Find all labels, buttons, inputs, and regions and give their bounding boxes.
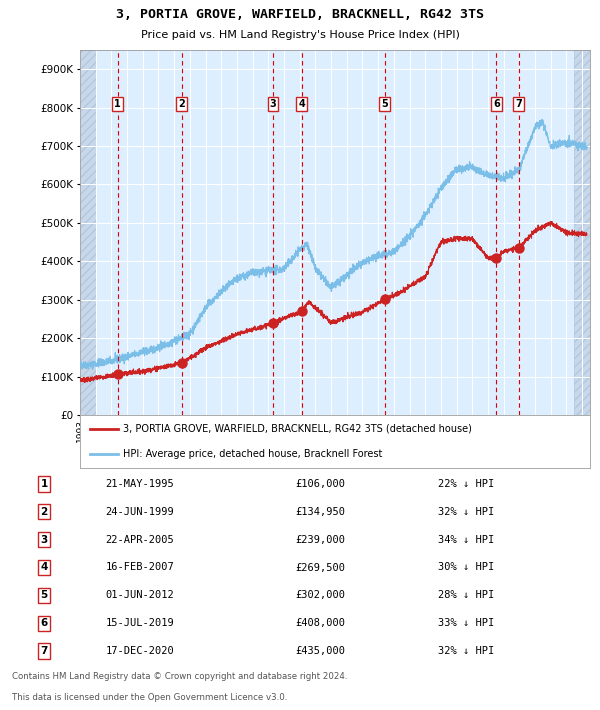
Text: 17-DEC-2020: 17-DEC-2020 — [106, 646, 175, 656]
Text: 33% ↓ HPI: 33% ↓ HPI — [438, 618, 494, 628]
Text: 32% ↓ HPI: 32% ↓ HPI — [438, 507, 494, 517]
Text: 1: 1 — [114, 99, 121, 109]
Text: £435,000: £435,000 — [295, 646, 346, 656]
Text: 3: 3 — [270, 99, 277, 109]
Text: 3, PORTIA GROVE, WARFIELD, BRACKNELL, RG42 3TS: 3, PORTIA GROVE, WARFIELD, BRACKNELL, RG… — [116, 8, 484, 21]
Text: 01-JUN-2012: 01-JUN-2012 — [106, 590, 175, 601]
Text: 24-JUN-1999: 24-JUN-1999 — [106, 507, 175, 517]
Text: 4: 4 — [40, 562, 47, 572]
Text: 5: 5 — [382, 99, 388, 109]
Text: 30% ↓ HPI: 30% ↓ HPI — [438, 562, 494, 572]
Text: 16-FEB-2007: 16-FEB-2007 — [106, 562, 175, 572]
Text: 1: 1 — [40, 479, 47, 489]
Text: £134,950: £134,950 — [295, 507, 346, 517]
Text: 22% ↓ HPI: 22% ↓ HPI — [438, 479, 494, 489]
Text: 4: 4 — [298, 99, 305, 109]
Text: 34% ↓ HPI: 34% ↓ HPI — [438, 535, 494, 545]
Text: 5: 5 — [40, 590, 47, 601]
Text: 32% ↓ HPI: 32% ↓ HPI — [438, 646, 494, 656]
Text: £239,000: £239,000 — [295, 535, 346, 545]
Text: This data is licensed under the Open Government Licence v3.0.: This data is licensed under the Open Gov… — [12, 693, 287, 701]
Text: HPI: Average price, detached house, Bracknell Forest: HPI: Average price, detached house, Brac… — [124, 449, 383, 459]
Text: Contains HM Land Registry data © Crown copyright and database right 2024.: Contains HM Land Registry data © Crown c… — [12, 672, 347, 682]
Bar — [574, 50, 592, 415]
Text: 2: 2 — [40, 507, 47, 517]
Text: 3: 3 — [40, 535, 47, 545]
Text: £302,000: £302,000 — [295, 590, 346, 601]
Text: 7: 7 — [40, 646, 47, 656]
Text: 6: 6 — [40, 618, 47, 628]
Text: 22-APR-2005: 22-APR-2005 — [106, 535, 175, 545]
Text: £269,500: £269,500 — [295, 562, 346, 572]
Text: 15-JUL-2019: 15-JUL-2019 — [106, 618, 175, 628]
Text: 7: 7 — [515, 99, 522, 109]
Text: Price paid vs. HM Land Registry's House Price Index (HPI): Price paid vs. HM Land Registry's House … — [140, 30, 460, 40]
Bar — [80, 50, 95, 415]
Text: £106,000: £106,000 — [295, 479, 346, 489]
Text: 3, PORTIA GROVE, WARFIELD, BRACKNELL, RG42 3TS (detached house): 3, PORTIA GROVE, WARFIELD, BRACKNELL, RG… — [124, 424, 472, 434]
Text: 2: 2 — [178, 99, 185, 109]
Text: £408,000: £408,000 — [295, 618, 346, 628]
Text: 6: 6 — [493, 99, 500, 109]
Text: 28% ↓ HPI: 28% ↓ HPI — [438, 590, 494, 601]
Text: 21-MAY-1995: 21-MAY-1995 — [106, 479, 175, 489]
